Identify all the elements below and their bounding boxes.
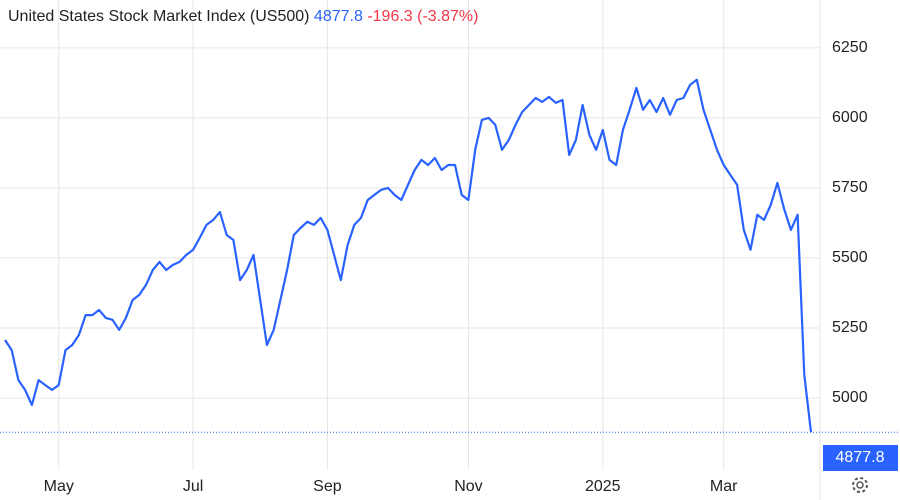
last-price-badge: [823, 445, 898, 471]
y-tick-label: 6250: [832, 39, 868, 56]
y-tick-label: 6000: [832, 109, 868, 126]
x-tick-label: May: [44, 478, 74, 495]
chart-title: United States Stock Market Index (US500)…: [8, 8, 478, 25]
price-change: -196.3 (-3.87%): [367, 8, 478, 25]
y-tick-label: 5000: [832, 389, 868, 406]
x-tick-label: Sep: [313, 478, 342, 495]
price-line: [4, 78, 813, 433]
y-tick-label: 5500: [832, 249, 868, 266]
last-price-label: 4877.8: [836, 449, 885, 466]
x-tick-label: 2025: [585, 478, 621, 495]
title: United States Stock Market Index (US500): [8, 8, 309, 25]
x-tick-label: Mar: [710, 478, 738, 495]
settings-icon[interactable]: [852, 477, 868, 493]
y-tick-label: 5750: [832, 179, 868, 196]
last-price: 4877.8: [314, 8, 363, 25]
x-tick-label: Nov: [454, 478, 482, 495]
y-tick-label: 5250: [832, 319, 868, 336]
x-tick-label: Jul: [183, 478, 203, 495]
